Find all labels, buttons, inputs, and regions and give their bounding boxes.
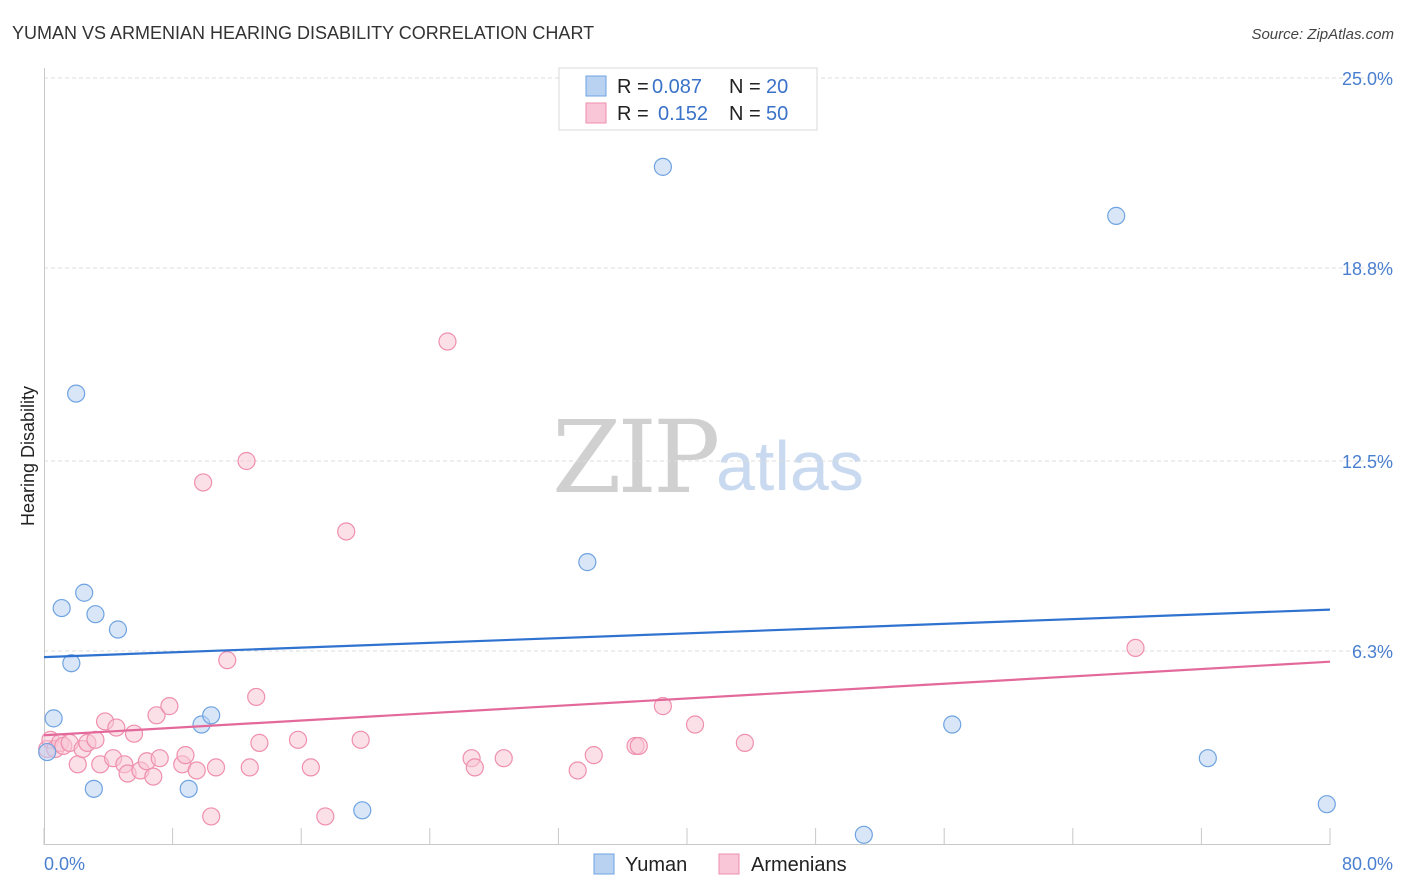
series-legend-swatch-yuman <box>593 853 615 875</box>
point-armenians-43 <box>568 761 587 780</box>
point-armenians-46 <box>629 736 648 756</box>
series-legend: Yuman Armenians <box>593 853 847 876</box>
point-armenians-12 <box>107 718 126 737</box>
point-armenians-48 <box>685 715 705 734</box>
point-yuman-19 <box>1317 795 1336 814</box>
point-yuman-1 <box>44 709 63 728</box>
legend-armenians-r-value: 0.152 <box>658 103 708 125</box>
y-tick-label-3: 6.3% <box>1352 642 1393 662</box>
point-yuman-5 <box>75 583 94 602</box>
point-yuman-3 <box>62 654 81 673</box>
point-yuman-16 <box>943 715 962 734</box>
point-armenians-6 <box>68 755 87 774</box>
trend-lines <box>43 608 1331 737</box>
point-armenians-36 <box>316 807 335 826</box>
point-yuman-8 <box>108 620 128 639</box>
point-armenians-38 <box>351 730 370 749</box>
point-armenians-24 <box>176 746 195 765</box>
watermark: ZIP atlas <box>552 399 864 516</box>
legend-armenians-r-label: R = <box>617 103 649 125</box>
x-tick-label-min: 0.0% <box>44 854 85 874</box>
x-tick-label-max: 80.0% <box>1342 854 1393 874</box>
point-armenians-28 <box>206 758 226 777</box>
point-armenians-27 <box>202 807 221 826</box>
legend-swatch-armenians <box>585 102 607 124</box>
legend-armenians-n-value: 50 <box>766 103 788 125</box>
y-tick-label-2: 12.5% <box>1342 452 1393 472</box>
point-armenians-30 <box>237 451 256 471</box>
point-armenians-26 <box>194 473 213 492</box>
point-armenians-20 <box>147 706 166 725</box>
point-yuman-13 <box>578 553 597 572</box>
point-yuman-15 <box>854 825 873 844</box>
trend-line-armenians <box>43 660 1331 737</box>
point-armenians-16 <box>124 724 144 743</box>
point-yuman-0 <box>38 742 57 762</box>
point-armenians-9 <box>86 730 105 749</box>
chart-title: YUMAN VS ARMENIAN HEARING DISABILITY COR… <box>12 23 594 43</box>
y-tick-label-1: 18.8% <box>1342 259 1393 279</box>
point-armenians-50 <box>1126 638 1145 658</box>
point-armenians-31 <box>240 758 259 777</box>
legend-yuman-n-label: N = <box>729 76 761 98</box>
point-armenians-19 <box>144 767 163 786</box>
point-armenians-21 <box>150 749 169 768</box>
point-armenians-22 <box>160 697 179 716</box>
point-yuman-11 <box>202 706 221 725</box>
y-tick-labels: 25.0% 18.8% 12.5% 6.3% <box>1342 69 1393 662</box>
legend-yuman-r-label: R = <box>617 76 649 98</box>
point-armenians-37 <box>337 522 356 541</box>
point-yuman-17 <box>1107 206 1126 225</box>
watermark-atlas: atlas <box>716 427 864 505</box>
point-armenians-35 <box>301 758 320 777</box>
point-armenians-47 <box>653 697 672 716</box>
point-armenians-34 <box>288 730 308 749</box>
legend-yuman-n-value: 20 <box>766 76 788 98</box>
chart-source: Source: ZipAtlas.com <box>1251 26 1394 43</box>
point-armenians-44 <box>584 746 603 765</box>
point-armenians-25 <box>187 761 206 780</box>
point-armenians-42 <box>494 749 513 768</box>
series-legend-label-armenians: Armenians <box>751 854 847 876</box>
point-yuman-2 <box>52 598 71 618</box>
y-tick-label-0: 25.0% <box>1342 69 1393 89</box>
x-minor-ticks <box>43 828 1331 845</box>
series-legend-swatch-armenians <box>718 853 740 875</box>
legend-yuman-r-value: 0.087 <box>652 76 702 98</box>
point-yuman-9 <box>179 779 198 798</box>
point-armenians-33 <box>250 733 269 752</box>
legend-swatch-yuman <box>585 75 607 97</box>
point-armenians-39 <box>438 332 457 351</box>
point-armenians-32 <box>247 687 266 707</box>
point-armenians-49 <box>735 733 754 752</box>
point-yuman-4 <box>67 384 86 403</box>
point-yuman-12 <box>353 801 372 820</box>
point-yuman-7 <box>86 605 105 624</box>
point-armenians-41 <box>465 758 484 777</box>
trend-line-yuman <box>43 608 1331 659</box>
point-yuman-14 <box>653 157 672 176</box>
legend-armenians-n-label: N = <box>729 103 761 125</box>
series-legend-label-yuman: Yuman <box>625 854 687 876</box>
point-yuman-18 <box>1198 749 1217 768</box>
point-yuman-6 <box>84 779 103 798</box>
correlation-legend: R = 0.087 N = 20 R = 0.152 N = 50 <box>558 67 818 131</box>
series-yuman-points <box>38 157 1336 844</box>
point-armenians-29 <box>218 651 237 670</box>
watermark-zip: ZIP <box>552 399 717 516</box>
gridlines <box>44 77 1392 652</box>
y-axis-title: Hearing Disability <box>18 386 38 526</box>
